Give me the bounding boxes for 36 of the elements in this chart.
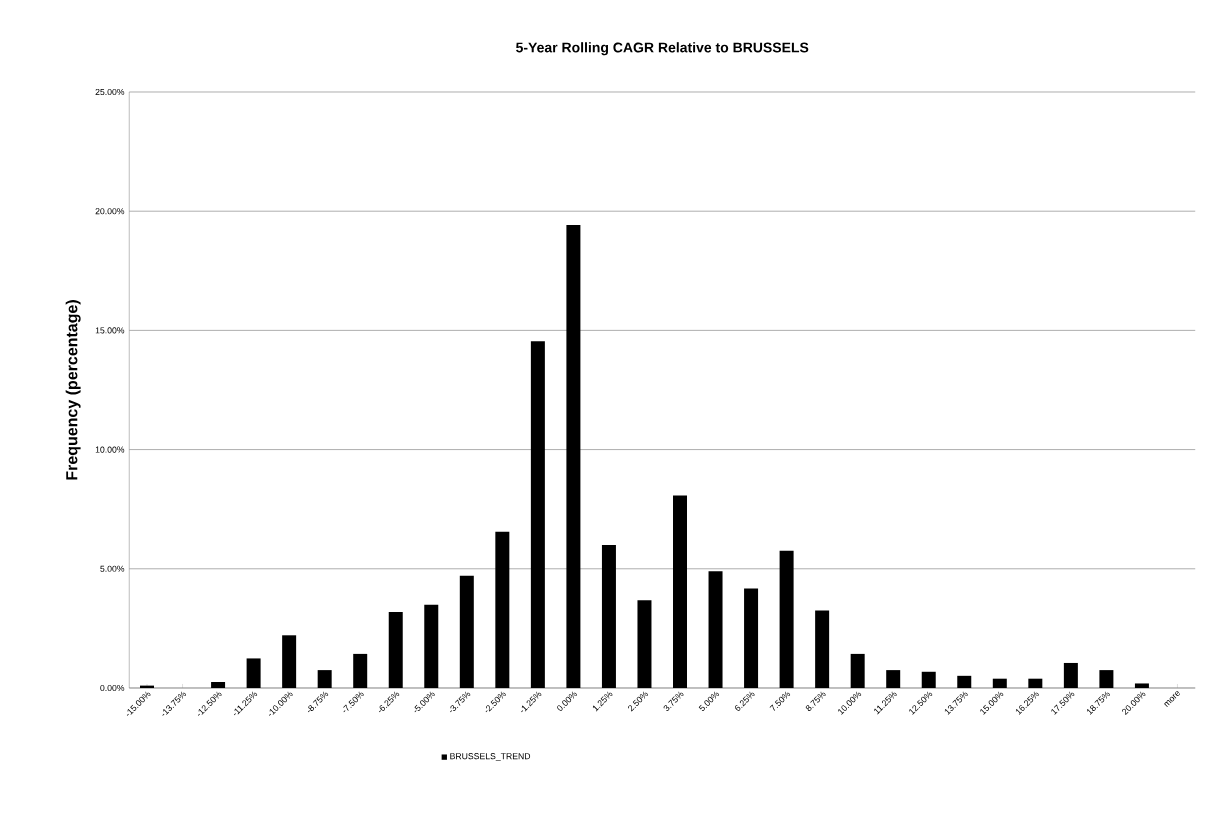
bar [459, 575, 474, 688]
bar [779, 550, 794, 688]
bar [246, 658, 261, 688]
bar [1134, 683, 1149, 688]
bar [1028, 678, 1043, 688]
bar [211, 682, 226, 688]
bar [708, 571, 723, 688]
bar [637, 600, 652, 688]
y-tick-label: 20.00% [95, 208, 125, 215]
bar [957, 675, 972, 688]
bar [673, 495, 688, 688]
legend-label: BRUSSELS_TREND [450, 753, 531, 761]
y-tick-label: 15.00% [95, 327, 125, 334]
bar [353, 653, 368, 688]
bar [815, 610, 830, 688]
bar [1063, 662, 1078, 688]
bar [495, 531, 510, 688]
bar [850, 653, 865, 688]
bar [424, 604, 439, 688]
bar [317, 670, 332, 688]
y-tick-label: 5.00% [100, 565, 125, 572]
y-axis-title: Frequency (percentage) [65, 300, 81, 480]
bar [530, 341, 545, 688]
chart-title: 5-Year Rolling CAGR Relative to BRUSSELS [516, 42, 809, 56]
bar [744, 588, 759, 688]
y-tick-label: 0.00% [100, 684, 125, 692]
bar [388, 611, 403, 688]
bar [1099, 670, 1114, 688]
bar [282, 635, 297, 688]
bar [601, 544, 616, 688]
bar [992, 678, 1007, 688]
y-tick-label: 25.00% [95, 88, 125, 96]
bar [921, 671, 936, 688]
bar [566, 225, 581, 688]
bar [886, 670, 901, 688]
y-tick-label: 10.00% [95, 446, 125, 453]
